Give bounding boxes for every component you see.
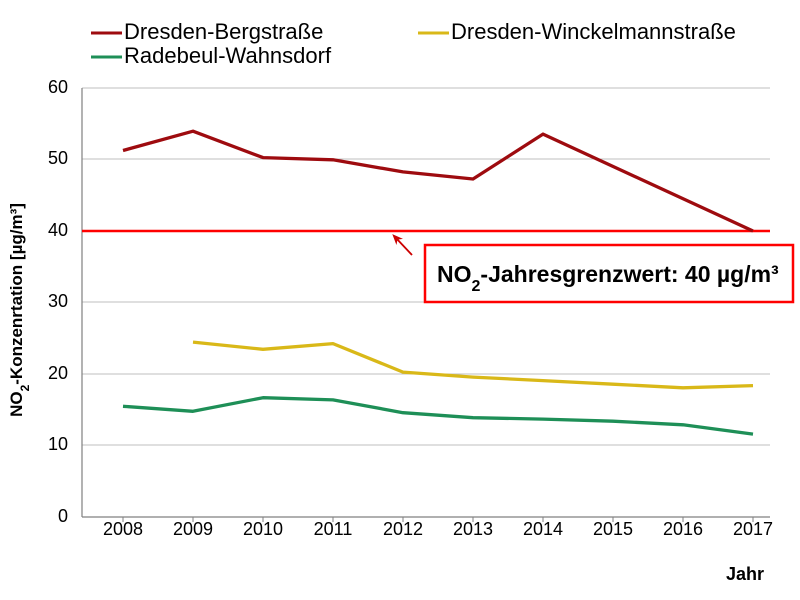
svg-text:2009: 2009 <box>173 519 213 539</box>
svg-text:20: 20 <box>48 363 68 383</box>
svg-text:10: 10 <box>48 434 68 454</box>
svg-text:2016: 2016 <box>663 519 703 539</box>
svg-text:Radebeul-Wahnsdorf: Radebeul-Wahnsdorf <box>124 43 332 68</box>
svg-text:Dresden-Bergstraße: Dresden-Bergstraße <box>124 19 323 44</box>
svg-text:NO2-Konzenrtation [µg/m³]: NO2-Konzenrtation [µg/m³] <box>7 203 32 417</box>
svg-text:2014: 2014 <box>523 519 563 539</box>
svg-text:50: 50 <box>48 148 68 168</box>
svg-text:2011: 2011 <box>314 519 353 539</box>
svg-text:2013: 2013 <box>453 519 493 539</box>
svg-text:0: 0 <box>58 506 68 526</box>
svg-text:Jahr: Jahr <box>726 564 764 584</box>
svg-text:30: 30 <box>48 291 68 311</box>
svg-text:2008: 2008 <box>103 519 143 539</box>
svg-text:2017: 2017 <box>733 519 773 539</box>
svg-text:40: 40 <box>48 220 68 240</box>
svg-text:2015: 2015 <box>593 519 633 539</box>
svg-text:2012: 2012 <box>383 519 423 539</box>
svg-text:2010: 2010 <box>243 519 283 539</box>
svg-text:60: 60 <box>48 77 68 97</box>
svg-text:Dresden-Winckelmannstraße: Dresden-Winckelmannstraße <box>451 19 736 44</box>
